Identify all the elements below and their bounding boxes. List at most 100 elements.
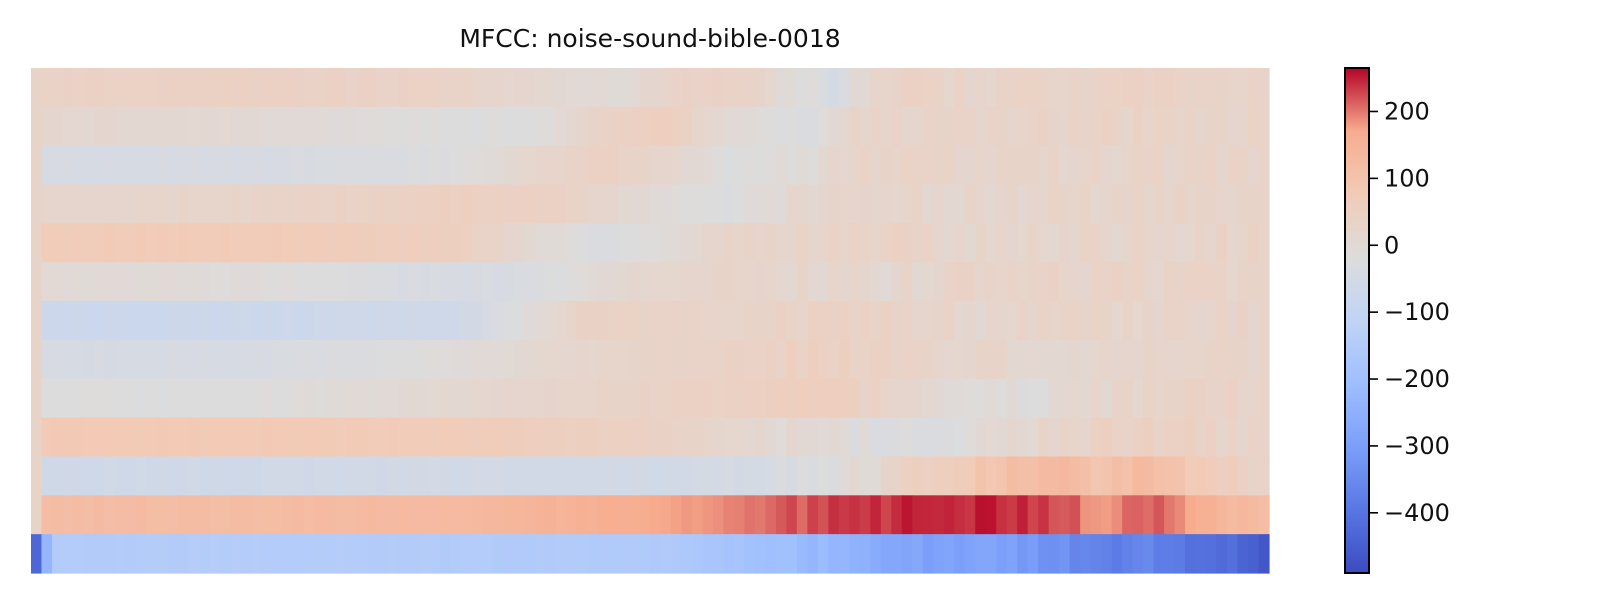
heatmap-cell xyxy=(177,495,189,535)
heatmap-cell xyxy=(303,417,315,458)
heatmap-cell xyxy=(1017,184,1029,224)
heatmap-cell xyxy=(293,495,305,535)
heatmap-cell xyxy=(587,145,599,186)
heatmap-cell xyxy=(566,495,578,535)
heatmap-cell xyxy=(450,495,462,535)
heatmap-cell xyxy=(387,184,399,224)
heatmap-cell xyxy=(1038,339,1050,380)
heatmap-cell xyxy=(922,223,934,263)
heatmap-cell xyxy=(912,262,924,302)
heatmap-cell xyxy=(534,495,546,535)
heatmap-cell xyxy=(51,262,64,302)
heatmap-cell xyxy=(83,262,95,302)
heatmap-cell xyxy=(272,106,284,147)
heatmap-cell xyxy=(943,184,955,224)
heatmap-cell xyxy=(828,68,840,108)
heatmap-cell xyxy=(650,339,662,380)
heatmap-cell xyxy=(524,68,536,108)
heatmap-cell xyxy=(901,106,913,147)
heatmap-cell xyxy=(1080,184,1092,224)
heatmap-cell xyxy=(1195,184,1207,224)
heatmap-cell xyxy=(859,456,871,496)
heatmap-cell xyxy=(104,378,116,419)
heatmap-cell xyxy=(272,145,284,186)
heatmap-cell xyxy=(817,68,829,108)
heatmap-cell xyxy=(125,68,137,108)
heatmap-cell xyxy=(576,184,588,224)
heatmap-cell xyxy=(744,106,756,147)
heatmap-cell xyxy=(146,417,158,458)
heatmap-cell xyxy=(975,495,987,535)
heatmap-cell xyxy=(104,495,116,535)
heatmap-cell xyxy=(954,106,966,147)
heatmap-cell xyxy=(1248,495,1260,535)
heatmap-cell xyxy=(1080,339,1092,380)
heatmap-cell xyxy=(314,378,326,419)
heatmap-cell xyxy=(534,301,546,341)
heatmap-cell xyxy=(996,68,1008,108)
heatmap-cell xyxy=(177,106,189,147)
heatmap-cell xyxy=(366,378,378,419)
heatmap-cell xyxy=(954,184,966,224)
heatmap-cell xyxy=(303,145,315,186)
heatmap-cell xyxy=(209,68,221,108)
heatmap-cell xyxy=(429,495,441,535)
heatmap-cell xyxy=(1258,378,1270,419)
heatmap-cell xyxy=(975,339,987,380)
heatmap-cell xyxy=(1122,223,1134,263)
heatmap-cell xyxy=(545,68,557,108)
heatmap-cell xyxy=(964,417,976,458)
heatmap-cell xyxy=(293,262,305,302)
heatmap-cell xyxy=(650,495,662,535)
heatmap-cell xyxy=(670,456,683,496)
heatmap-cell xyxy=(240,145,252,186)
heatmap-cell xyxy=(576,145,588,186)
heatmap-cell xyxy=(177,184,189,224)
heatmap-cell xyxy=(691,184,704,224)
heatmap-cell xyxy=(335,495,347,535)
heatmap-cell xyxy=(859,262,871,302)
heatmap-cell xyxy=(419,534,431,574)
heatmap-cell xyxy=(723,378,735,419)
heatmap-cell xyxy=(1048,184,1060,224)
heatmap-cell xyxy=(838,262,850,302)
heatmap-cell xyxy=(1143,534,1155,574)
heatmap-cell xyxy=(534,262,546,302)
heatmap-cell xyxy=(880,184,892,224)
heatmap-cell xyxy=(482,495,494,535)
heatmap-cell xyxy=(398,184,410,224)
heatmap-cell xyxy=(72,456,85,496)
heatmap-cell xyxy=(922,106,934,147)
heatmap-cell xyxy=(618,495,630,535)
heatmap-cell xyxy=(670,378,683,419)
heatmap-cell xyxy=(608,301,620,341)
heatmap-cell xyxy=(545,223,557,263)
heatmap-cell xyxy=(1101,534,1113,574)
heatmap-cell xyxy=(1143,145,1155,186)
heatmap-cell xyxy=(723,106,735,147)
heatmap-cell xyxy=(1090,301,1102,341)
heatmap-cell xyxy=(954,301,966,341)
heatmap-cell xyxy=(670,184,683,224)
heatmap-cell xyxy=(1258,184,1270,224)
heatmap-cell xyxy=(702,184,714,224)
heatmap-cell xyxy=(996,456,1008,496)
heatmap-cell xyxy=(51,106,64,147)
heatmap-cell xyxy=(356,417,368,458)
heatmap-cell xyxy=(796,417,808,458)
heatmap-cell xyxy=(482,301,494,341)
heatmap-cell xyxy=(744,223,756,263)
heatmap-cell xyxy=(51,184,64,224)
heatmap-cell xyxy=(786,184,798,224)
heatmap-cell xyxy=(51,301,64,341)
heatmap-cell xyxy=(912,68,924,108)
heatmap-cell xyxy=(408,339,420,380)
heatmap-cell xyxy=(314,495,326,535)
heatmap-cell xyxy=(828,456,840,496)
heatmap-cell xyxy=(492,339,504,380)
heatmap-cell xyxy=(702,378,714,419)
heatmap-cell xyxy=(272,301,284,341)
heatmap-cell xyxy=(880,262,892,302)
heatmap-cell xyxy=(1195,301,1207,341)
heatmap-cell xyxy=(796,534,808,574)
